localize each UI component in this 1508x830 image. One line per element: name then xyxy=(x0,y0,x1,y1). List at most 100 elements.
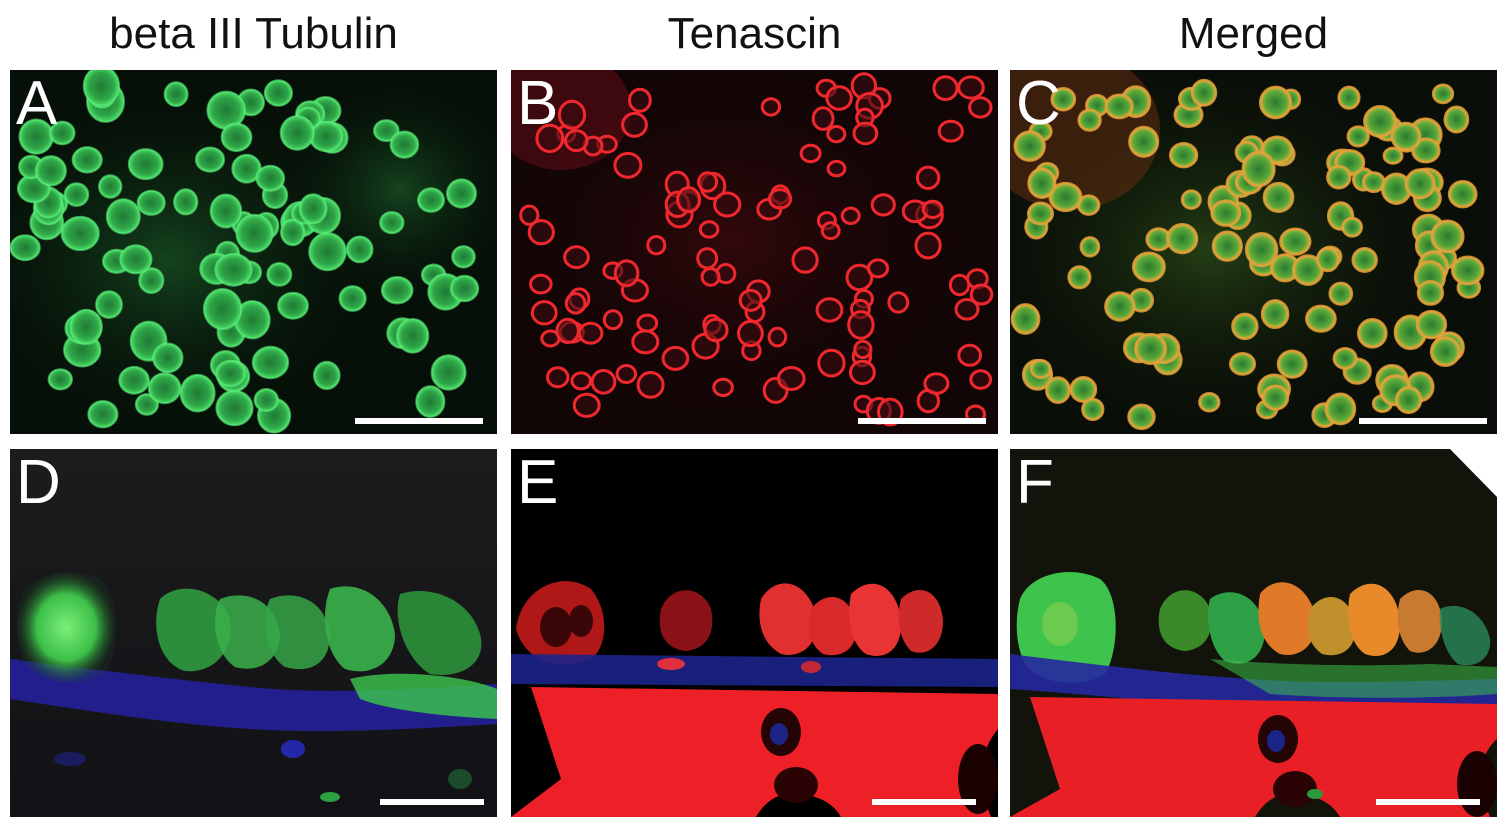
cell-body xyxy=(817,348,846,378)
cell-body xyxy=(1431,83,1455,105)
cell-body xyxy=(1045,376,1071,404)
panel-e-micrograph xyxy=(511,449,998,817)
cell-body xyxy=(703,317,729,343)
cell-body xyxy=(220,122,253,153)
cell-body xyxy=(451,245,476,269)
cell-body xyxy=(1447,180,1478,209)
cell-body xyxy=(1394,385,1423,415)
cell-body xyxy=(621,111,648,138)
cell-body xyxy=(1261,384,1290,411)
cell-body xyxy=(138,267,165,294)
panel-b-micrograph xyxy=(511,70,998,434)
cell-body xyxy=(948,273,971,297)
cell-body xyxy=(870,193,896,217)
cell-body xyxy=(1198,391,1221,413)
cell-body xyxy=(1127,403,1156,431)
panel-letter-b: B xyxy=(517,70,559,138)
cell-body xyxy=(47,368,73,391)
cell-body xyxy=(1029,359,1052,379)
panel-b-tenascin-ganglion: B xyxy=(511,70,998,434)
cell-body xyxy=(853,339,873,359)
cell-body xyxy=(636,371,665,399)
cell-body xyxy=(760,97,782,117)
cell-body xyxy=(849,359,876,386)
cell-body xyxy=(852,121,879,146)
cell-body xyxy=(811,106,835,131)
panel-c-micrograph xyxy=(1010,70,1497,434)
cell-body xyxy=(1279,227,1312,256)
cell-body xyxy=(308,232,347,272)
cell-body xyxy=(152,342,184,374)
cell-body xyxy=(345,235,374,264)
cell-body xyxy=(1168,142,1199,169)
cell-body xyxy=(82,70,121,107)
cell-body xyxy=(564,292,587,315)
cell-body xyxy=(1346,125,1370,148)
cell-body xyxy=(1351,247,1378,273)
panel-e-tenascin-epithelium: E xyxy=(511,449,998,817)
cell-body xyxy=(1228,352,1257,376)
cell-body xyxy=(380,276,414,305)
cell-body xyxy=(1411,137,1441,164)
cell-body xyxy=(957,75,985,100)
cell-body xyxy=(613,259,640,288)
cell-body xyxy=(915,165,941,191)
cell-body xyxy=(389,130,420,159)
cell-body xyxy=(10,234,41,262)
cell-body xyxy=(954,298,980,321)
cell-body xyxy=(1128,125,1160,158)
cell-body xyxy=(887,291,910,314)
cell-body xyxy=(209,193,243,229)
cell-body xyxy=(615,364,638,384)
cell-body xyxy=(1081,397,1105,422)
cell-body xyxy=(1079,236,1101,258)
cell-body xyxy=(713,191,742,218)
cell-body xyxy=(1450,255,1485,286)
panel-a-tubulin-ganglion: A xyxy=(10,70,497,434)
cell-body xyxy=(1315,246,1340,273)
cell-body xyxy=(570,371,592,391)
cell-body xyxy=(1324,392,1357,426)
cell-body xyxy=(564,129,589,153)
cell-body xyxy=(415,385,446,418)
cell-body xyxy=(529,273,553,295)
cell-body xyxy=(277,291,309,320)
cell-body xyxy=(98,174,123,199)
cell-body xyxy=(95,290,123,319)
cell-body xyxy=(1429,336,1461,367)
column-title-merged: Merged xyxy=(1178,9,1329,58)
cell-body xyxy=(49,120,76,146)
cell-body xyxy=(1067,265,1092,290)
cell-body xyxy=(280,218,306,247)
panel-letter-a: A xyxy=(16,70,58,138)
cell-body xyxy=(1190,78,1218,107)
cell-body xyxy=(105,198,141,235)
cell-body xyxy=(826,159,847,178)
cell-body xyxy=(590,369,617,395)
cell-body xyxy=(1260,299,1290,330)
panel-f-micrograph xyxy=(1010,449,1497,817)
cell-body xyxy=(71,146,103,174)
cell-body xyxy=(263,79,293,107)
scale-bar-d xyxy=(380,799,484,805)
cell-body xyxy=(700,267,721,287)
cell-body xyxy=(1166,223,1199,255)
cell-body xyxy=(1104,291,1136,322)
cell-body xyxy=(1244,232,1279,268)
cell-body xyxy=(1048,181,1083,213)
scale-bar-c xyxy=(1359,418,1487,424)
cell-body xyxy=(602,309,624,331)
cell-body xyxy=(1077,108,1102,132)
cell-body xyxy=(379,211,405,235)
cell-body xyxy=(60,215,100,252)
cell-body xyxy=(1027,167,1057,199)
cell-body xyxy=(430,354,467,391)
cell-body xyxy=(449,274,480,303)
cell-body xyxy=(1332,346,1358,370)
cell-body xyxy=(636,313,659,333)
cell-body xyxy=(1337,85,1361,110)
cell-body xyxy=(298,193,328,225)
panel-f-merged-epithelium: F xyxy=(1010,449,1497,817)
cell-body xyxy=(847,310,875,340)
cell-body xyxy=(627,87,652,113)
